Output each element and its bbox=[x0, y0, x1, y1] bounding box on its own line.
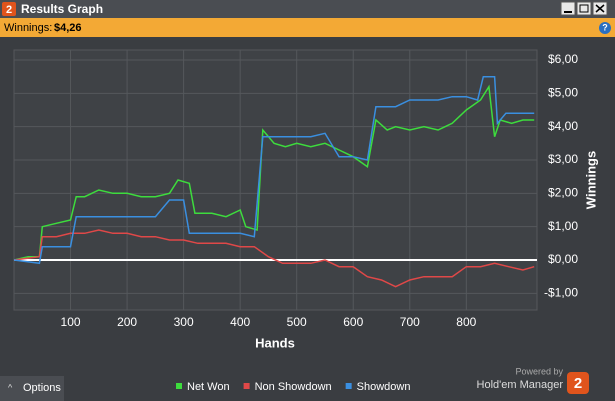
legend-swatch bbox=[345, 383, 352, 389]
brand-icon-text: 2 bbox=[574, 375, 582, 392]
y-tick-label: $1,00 bbox=[548, 219, 578, 233]
y-tick-label: $5,00 bbox=[548, 86, 578, 100]
x-tick-label: 600 bbox=[343, 315, 363, 329]
app-icon-text: 2 bbox=[6, 4, 12, 16]
help-icon: ? bbox=[602, 22, 608, 32]
series-line bbox=[13, 229, 535, 288]
options-label: Options bbox=[23, 382, 61, 394]
help-button[interactable] bbox=[599, 22, 611, 34]
winnings-value: $4,26 bbox=[54, 22, 82, 34]
x-tick-label: 400 bbox=[230, 315, 250, 329]
powered-by: Powered by bbox=[515, 366, 563, 376]
window-title: Results Graph bbox=[21, 2, 103, 16]
y-tick-label: $0,00 bbox=[548, 252, 578, 266]
x-tick-label: 100 bbox=[61, 315, 81, 329]
close-icon bbox=[595, 4, 605, 13]
y-tick-label: $4,00 bbox=[548, 119, 578, 133]
legend-label: Non Showdown bbox=[255, 381, 332, 393]
y-tick-label: $2,00 bbox=[548, 186, 578, 200]
series-line bbox=[13, 75, 535, 265]
brand-icon bbox=[567, 372, 589, 394]
maximize-button[interactable] bbox=[576, 1, 592, 16]
x-tick-label: 200 bbox=[117, 315, 137, 329]
window-controls[interactable] bbox=[560, 1, 608, 16]
brand-name: Hold'em Manager bbox=[477, 379, 564, 391]
options-button[interactable] bbox=[0, 376, 64, 401]
x-tick-label: 300 bbox=[174, 315, 194, 329]
x-axis-title: Hands bbox=[255, 335, 295, 350]
legend-swatch bbox=[176, 383, 182, 389]
winnings-label: Winnings: bbox=[4, 22, 52, 34]
winnings-bar bbox=[0, 18, 615, 37]
legend-label: Showdown bbox=[357, 381, 411, 393]
y-axis-title: Winnings bbox=[583, 151, 598, 209]
legend-swatch bbox=[243, 383, 250, 389]
minimize-button[interactable] bbox=[560, 1, 576, 16]
y-tick-label: $3,00 bbox=[548, 152, 578, 166]
maximize-icon bbox=[579, 4, 589, 13]
x-tick-label: 700 bbox=[400, 315, 420, 329]
title-bar bbox=[0, 0, 615, 18]
y-tick-label: $6,00 bbox=[548, 52, 578, 66]
plot-area bbox=[13, 49, 538, 311]
legend-label: Net Won bbox=[187, 381, 230, 393]
x-tick-label: 800 bbox=[456, 315, 476, 329]
x-tick-label: 500 bbox=[287, 315, 307, 329]
options-arrow: ^ bbox=[8, 382, 13, 392]
y-tick-label: -$1,00 bbox=[544, 286, 578, 300]
app-icon bbox=[2, 2, 16, 16]
